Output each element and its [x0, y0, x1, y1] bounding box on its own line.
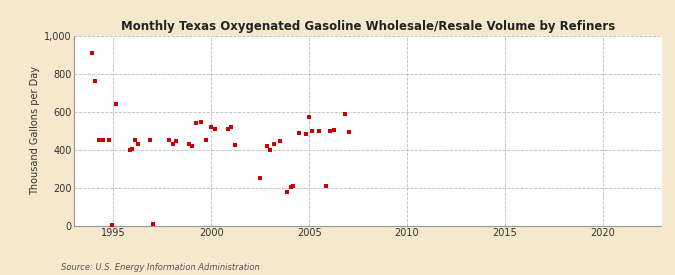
Point [328, 128, 339, 132]
Point [285, 185, 296, 189]
Point [89, 79, 100, 84]
Point [111, 102, 122, 106]
Point [127, 147, 138, 151]
Point [225, 125, 236, 129]
Point [313, 128, 324, 133]
Point [171, 139, 182, 143]
Point [265, 147, 275, 152]
Point [97, 138, 108, 142]
Text: Source: U.S. Energy Information Administration: Source: U.S. Energy Information Administ… [61, 263, 259, 272]
Point [130, 138, 140, 142]
Point [321, 183, 331, 188]
Point [210, 126, 221, 131]
Point [269, 142, 279, 146]
Point [125, 147, 136, 152]
Point [86, 51, 97, 55]
Point [254, 176, 265, 180]
Title: Monthly Texas Oxygenated Gasoline Wholesale/Resale Volume by Refiners: Monthly Texas Oxygenated Gasoline Wholes… [121, 20, 615, 33]
Point [186, 144, 197, 148]
Point [274, 139, 285, 143]
Point [294, 130, 304, 135]
Point [304, 115, 315, 120]
Point [107, 222, 118, 227]
Point [144, 138, 155, 142]
Point [147, 221, 158, 226]
Point [93, 138, 104, 142]
Point [344, 129, 354, 134]
Point [132, 142, 143, 146]
Point [340, 111, 351, 116]
Point [201, 138, 212, 142]
Point [195, 120, 206, 124]
Point [164, 138, 175, 142]
Point [230, 143, 240, 147]
Point [190, 121, 201, 125]
Point [301, 132, 312, 137]
Point [223, 126, 234, 131]
Point [184, 142, 194, 146]
Point [306, 128, 317, 133]
Point [206, 125, 217, 129]
Point [288, 183, 299, 188]
Y-axis label: Thousand Gallons per Day: Thousand Gallons per Day [30, 66, 40, 195]
Point [103, 138, 114, 142]
Point [262, 144, 273, 148]
Point [281, 190, 292, 194]
Point [167, 142, 178, 146]
Point [324, 128, 335, 133]
